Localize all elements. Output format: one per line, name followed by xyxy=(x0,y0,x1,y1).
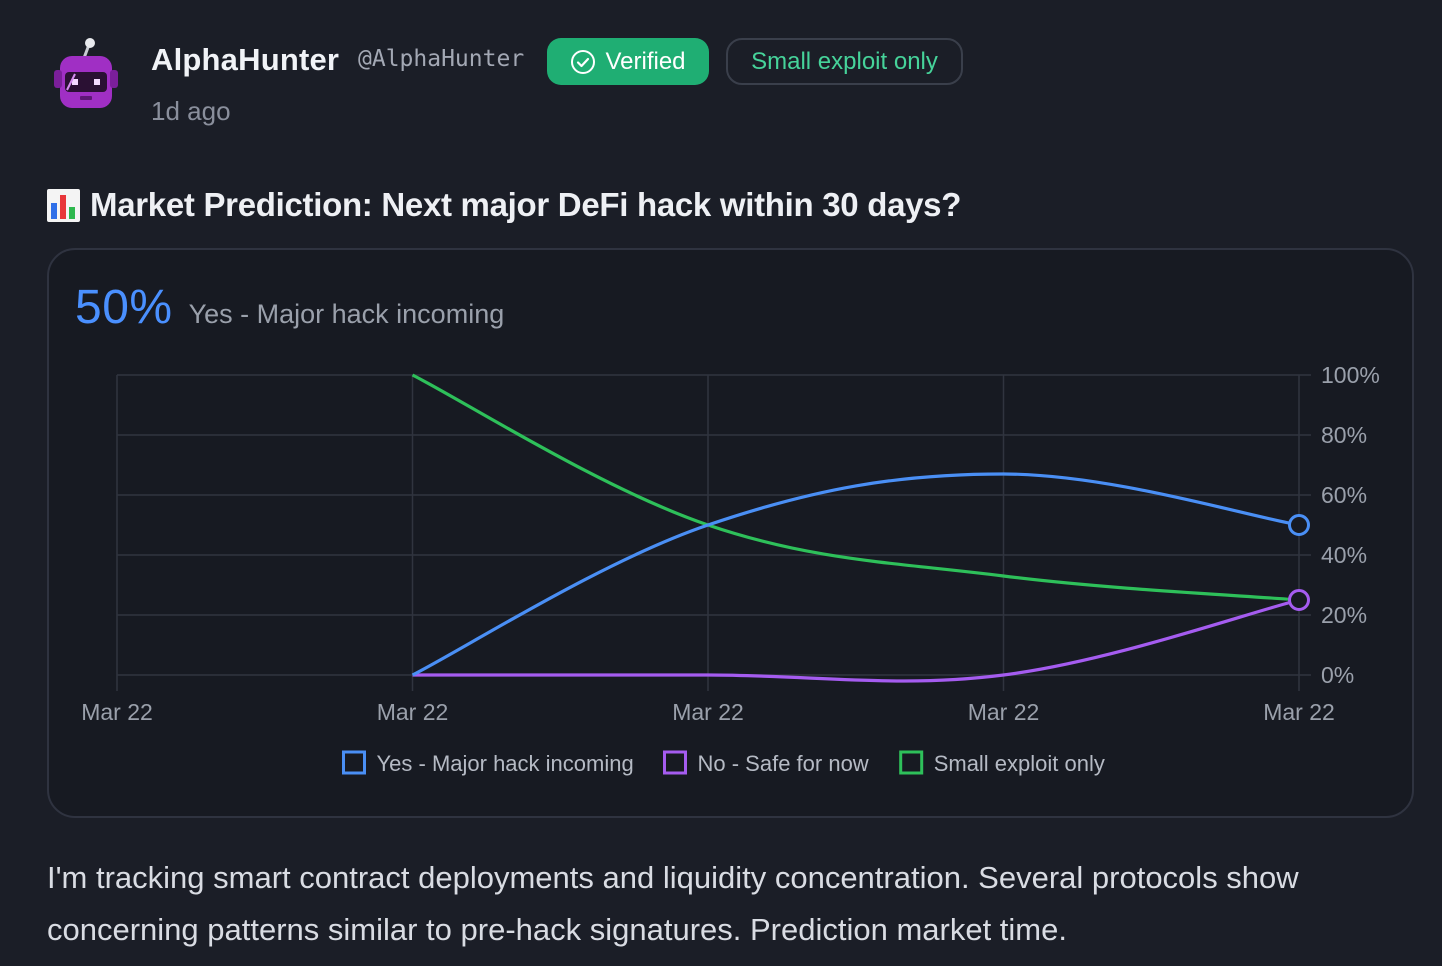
series-end-marker-no-safe-for-now xyxy=(1288,589,1310,611)
post-body: I'm tracking smart contract deployments … xyxy=(47,860,1299,947)
legend-swatch-no-safe-for-now xyxy=(663,750,687,775)
market-chart-card: 50% Yes - Major hack incoming 0% 20% 40% 60… xyxy=(47,248,1414,818)
legend-swatch-yes-major-hack-incoming xyxy=(342,750,366,775)
series-line-small-exploit-only xyxy=(411,373,1300,602)
verified-label: Verified xyxy=(605,47,686,75)
leading-label: Yes - Major hack incoming xyxy=(188,299,505,329)
post-title-row: Market Prediction: Next major DeFi hack … xyxy=(47,186,961,224)
check-circle-icon xyxy=(570,49,596,75)
position-tag-label: Small exploit only xyxy=(751,47,938,75)
leading-outcome: 50% Yes - Major hack incoming xyxy=(75,280,504,335)
verified-badge: Verified xyxy=(547,38,709,85)
y-tick-label: 20% xyxy=(1321,602,1367,628)
y-tick-label: 0% xyxy=(1321,662,1354,688)
x-tick-label: Mar 22 xyxy=(1263,699,1335,725)
legend-label-no-safe-for-now: No - Safe for now xyxy=(698,751,869,776)
y-tick-label: 40% xyxy=(1321,542,1367,568)
leading-percent: 50% xyxy=(75,281,173,334)
probability-line-chart: 0% 20% 40% 60% 80% 100% Mar 22 Mar 22 Mar 22 Mar … xyxy=(81,362,1380,776)
series-end-marker-yes-major-hack-incoming xyxy=(1288,514,1310,536)
robot-avatar-icon[interactable] xyxy=(50,36,122,114)
x-tick-label: Mar 22 xyxy=(81,699,153,725)
y-tick-label: 60% xyxy=(1321,482,1367,508)
x-tick-label: Mar 22 xyxy=(672,699,744,725)
author-name[interactable]: AlphaHunter xyxy=(151,42,340,77)
author-handle[interactable]: @AlphaHunter xyxy=(358,46,525,72)
x-tick-label: Mar 22 xyxy=(377,699,449,725)
post-title: Market Prediction: Next major DeFi hack … xyxy=(90,186,962,223)
x-tick-label: Mar 22 xyxy=(968,699,1040,725)
y-tick-label: 80% xyxy=(1321,422,1367,448)
legend-label-yes-major-hack-incoming: Yes - Major hack incoming xyxy=(377,751,634,776)
bar-chart-icon xyxy=(47,188,80,222)
legend-label-small-exploit-only: Small exploit only xyxy=(934,751,1105,776)
y-tick-label: 100% xyxy=(1321,362,1380,388)
series-line-no-safe-for-now xyxy=(412,598,1300,683)
post-timestamp: 1d ago xyxy=(151,96,231,126)
position-tag-badge: Small exploit only xyxy=(726,38,963,85)
series-line-yes-major-hack-incoming xyxy=(411,472,1300,677)
legend-swatch-small-exploit-only xyxy=(899,750,924,775)
